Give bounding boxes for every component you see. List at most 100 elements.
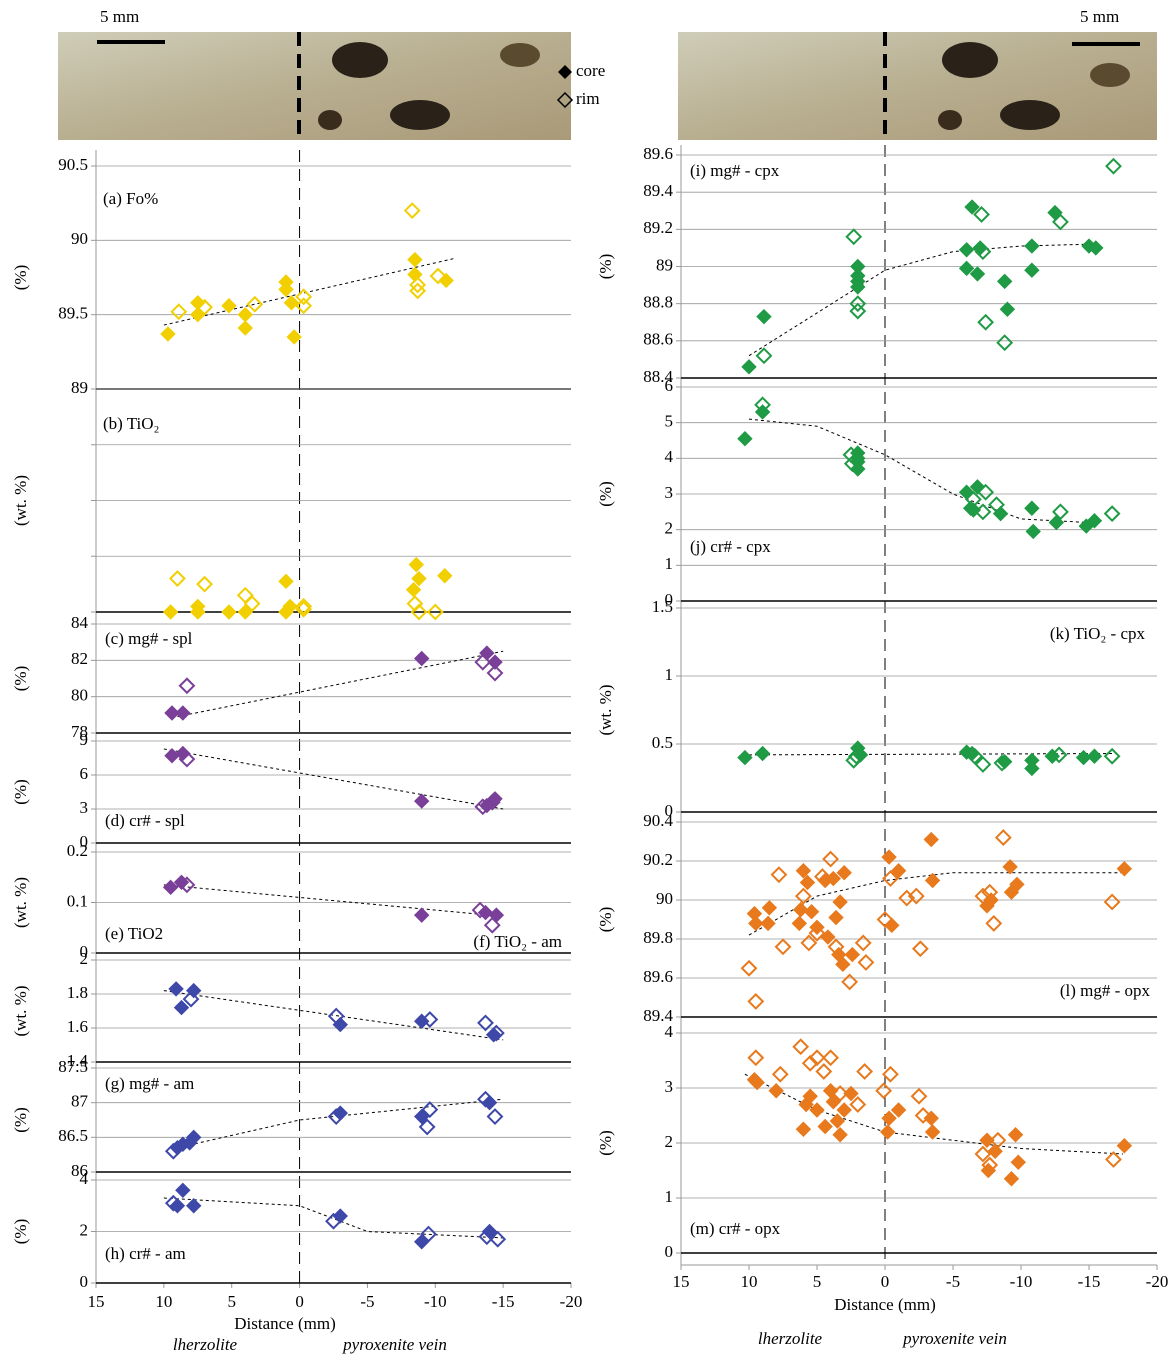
y-tick-label: 90.4	[643, 811, 673, 830]
y-tick-label: 2	[665, 519, 674, 538]
x-note: pyroxenite vein	[342, 1335, 447, 1354]
y-tick-label: 90	[71, 229, 88, 248]
data-point	[178, 677, 196, 695]
data-point	[1047, 204, 1063, 221]
data-point	[1007, 1127, 1024, 1143]
legend-label: core	[576, 61, 605, 80]
data-point	[1002, 859, 1018, 875]
data-point	[278, 573, 294, 590]
data-point	[815, 1063, 833, 1080]
data-point	[489, 1230, 507, 1248]
data-point	[236, 586, 254, 604]
data-point	[880, 1124, 896, 1140]
data-point	[1024, 760, 1040, 777]
data-point	[406, 595, 424, 613]
thin-section-left: 5 mm	[58, 7, 571, 140]
x-note: pyroxenite vein	[902, 1329, 1007, 1348]
y-tick-label: 0	[665, 590, 674, 609]
data-point	[898, 889, 916, 907]
data-point	[994, 829, 1012, 847]
x-tick-label: -5	[360, 1292, 374, 1311]
data-point	[170, 303, 188, 321]
y-tick-label: 86	[71, 1161, 88, 1180]
y-tick-label: 89	[71, 378, 88, 397]
y-tick-label: 0.5	[652, 733, 673, 752]
data-point	[964, 199, 980, 215]
data-point	[825, 1094, 842, 1110]
y-tick-label: 88.6	[643, 330, 673, 349]
data-point	[974, 755, 992, 773]
data-point	[792, 902, 809, 918]
data-point	[196, 298, 213, 316]
scale-label: 5 mm	[1080, 7, 1119, 26]
x-tick-label: 5	[227, 1292, 236, 1311]
panel-label: (m) cr# - opx	[690, 1219, 781, 1238]
y-tick-label: 0.2	[67, 841, 88, 860]
y-tick-label: 3	[665, 1077, 674, 1096]
y-axis-title: (%)	[11, 1107, 30, 1132]
data-point	[973, 206, 990, 223]
data-point	[748, 915, 764, 932]
data-point	[421, 1101, 439, 1119]
data-point	[747, 1049, 765, 1067]
data-point	[996, 273, 1013, 290]
y-tick-label: 1	[665, 1187, 674, 1206]
data-point	[246, 295, 264, 313]
y-tick-label: 90.2	[643, 850, 673, 869]
data-point	[791, 915, 808, 932]
y-axis-title: (wt. %)	[11, 986, 30, 1037]
y-axis-title: (%)	[11, 779, 30, 804]
y-tick-label: 86.5	[58, 1126, 88, 1145]
data-point	[774, 938, 792, 956]
trend-line	[163, 884, 490, 916]
data-point	[418, 1118, 436, 1136]
data-point	[164, 705, 180, 721]
data-point	[477, 1014, 494, 1032]
data-point	[408, 556, 424, 573]
y-tick-label: 89.8	[643, 928, 673, 947]
data-point	[410, 603, 428, 621]
y-tick-label: 87.5	[58, 1057, 88, 1076]
data-point	[817, 1118, 833, 1135]
data-point	[420, 1225, 437, 1243]
data-point	[747, 992, 765, 1010]
data-point	[969, 266, 986, 282]
data-point	[237, 306, 253, 323]
data-point	[979, 1132, 995, 1148]
data-point	[1010, 1154, 1026, 1170]
data-point	[737, 749, 753, 766]
data-point	[890, 1102, 907, 1118]
data-point	[756, 308, 772, 325]
data-point	[178, 876, 196, 894]
y-axis-title: (%)	[596, 254, 615, 279]
data-point	[835, 956, 851, 973]
data-point	[907, 887, 925, 905]
data-point	[414, 907, 430, 923]
data-point	[854, 934, 872, 952]
data-point	[474, 653, 492, 671]
trend-line	[163, 1197, 504, 1239]
data-point	[471, 901, 489, 919]
x-tick-label: 15	[673, 1272, 690, 1291]
panel-label: (f) TiO₂ - am	[473, 932, 562, 951]
trend-line	[748, 872, 1123, 936]
data-point	[827, 938, 845, 956]
data-point	[173, 999, 190, 1016]
data-point	[1024, 500, 1040, 516]
y-tick-label: 4	[665, 447, 674, 466]
data-point	[295, 297, 313, 315]
data-point	[890, 863, 907, 879]
x-note: lherzolite	[173, 1335, 238, 1354]
data-point	[186, 1198, 202, 1214]
data-point	[808, 1049, 826, 1067]
data-point	[845, 228, 863, 246]
data-point	[911, 940, 929, 958]
data-point	[974, 887, 992, 905]
data-point	[1025, 523, 1041, 540]
data-point	[196, 575, 213, 593]
data-point	[1103, 747, 1121, 765]
data-point	[803, 903, 820, 920]
data-point	[836, 1102, 852, 1118]
x-tick-label: -10	[424, 1292, 447, 1311]
data-point	[409, 276, 427, 294]
